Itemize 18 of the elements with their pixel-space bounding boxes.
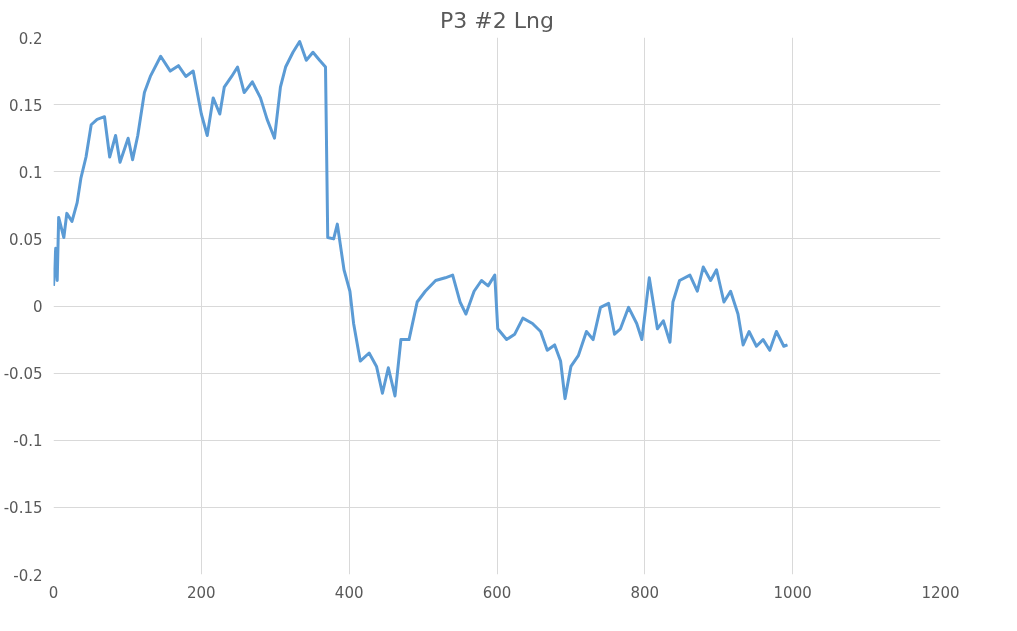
y-tick-label: 0.2	[18, 29, 43, 48]
x-tick-label: 200	[187, 583, 216, 602]
x-tick-label: 1200	[921, 583, 960, 602]
y-tick-label: -0.05	[3, 365, 43, 384]
y-tick-label: 0.05	[9, 230, 43, 249]
line-series	[53, 40, 789, 401]
x-tick-label: 400	[334, 583, 364, 602]
x-tick-label: 1000	[773, 583, 812, 602]
y-tick-label: 0.15	[9, 96, 43, 115]
x-tick-label: 800	[630, 583, 660, 602]
x-tick-label: 600	[482, 583, 512, 602]
y-tick-label: 0.1	[18, 163, 43, 182]
chart-title: P3 #2 Lng	[440, 7, 554, 33]
y-tick-label: 0	[32, 298, 43, 316]
y-tick-label: -0.2	[13, 566, 43, 585]
x-tick-label: 0	[48, 583, 59, 602]
y-tick-label: -0.1	[13, 432, 43, 451]
y-tick-label: -0.15	[3, 499, 43, 518]
